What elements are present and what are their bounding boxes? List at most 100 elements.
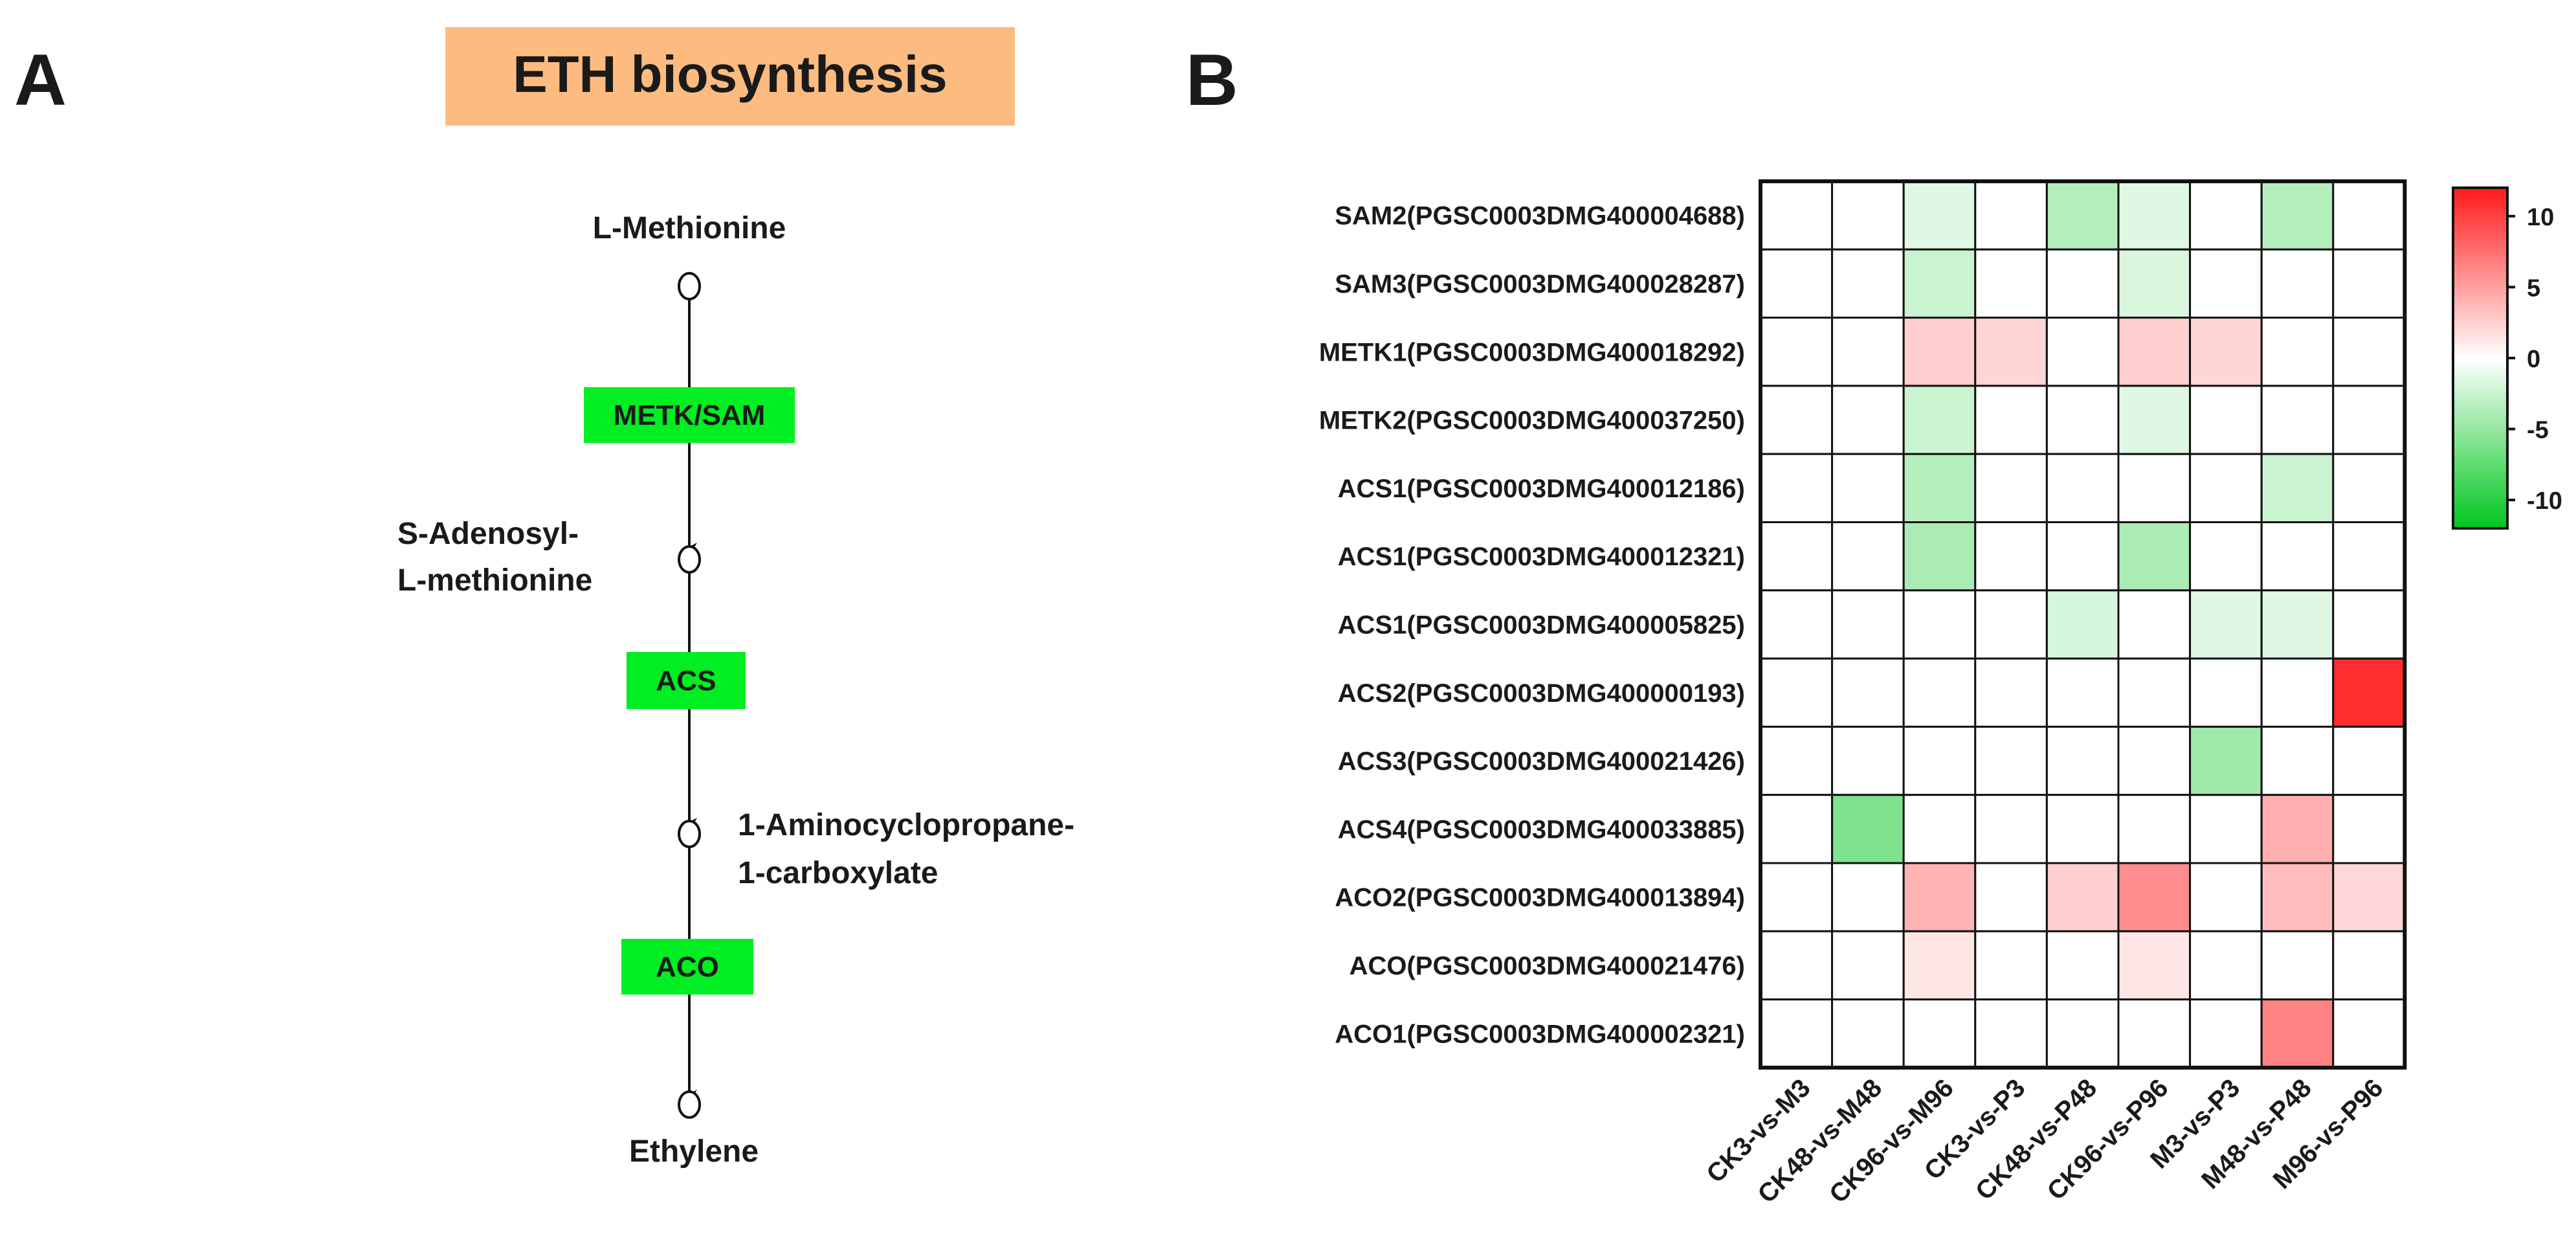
- heatmap-cell: [2117, 930, 2192, 1001]
- heatmap-cell: [2189, 180, 2263, 251]
- node-ethylene: [678, 1090, 701, 1119]
- heatmap-border: [1759, 179, 2407, 1070]
- heatmap-cell: [2260, 317, 2335, 387]
- heatmap-cell: [2117, 317, 2192, 387]
- row-label: ACS3(PGSC0003DMG400021426): [1338, 747, 1745, 776]
- heatmap-cell: [2332, 794, 2406, 864]
- heatmap-cell: [1759, 657, 1834, 728]
- heatmap-cell: [1974, 862, 2048, 932]
- heatmap-cell: [2189, 589, 2263, 660]
- heatmap-cell: [1831, 317, 1905, 387]
- heatmap-cell: [1902, 453, 1977, 524]
- heatmap-cell: [2260, 657, 2335, 728]
- title-background: [445, 27, 1015, 126]
- heatmap-cell: [2117, 248, 2192, 319]
- heatmap-cell: [1902, 317, 1977, 387]
- heatmap-cell: [1759, 385, 1834, 455]
- heatmap-cell: [2332, 521, 2406, 592]
- colorbar-tick-label: 10: [2527, 204, 2554, 231]
- pathway-diagram: METK/SAM ACS ACO L-Methionine S-Adenosyl…: [397, 211, 1074, 1169]
- heatmap-cell: [1831, 725, 1905, 796]
- heatmap-cell: [2260, 998, 2335, 1069]
- heatmap-cell: [2260, 725, 2335, 796]
- heatmap-cell: [1759, 930, 1834, 1001]
- row-label: SAM2(PGSC0003DMG400004688): [1335, 202, 1745, 231]
- colorbar: 10 5 0 -5 -10: [2452, 186, 2562, 530]
- enzyme-label-aco: ACO: [656, 951, 719, 983]
- heatmap-cell: [1902, 930, 1977, 1001]
- row-label: SAM3(PGSC0003DMG400028287): [1335, 270, 1745, 298]
- heatmap-cell: [1902, 998, 1977, 1069]
- heatmap-cell: [1974, 317, 2048, 387]
- heatmap-cell: [1759, 521, 1834, 592]
- heatmap-cell: [1831, 521, 1905, 592]
- heatmap-cell: [2045, 862, 2120, 932]
- heatmap-cell: [2332, 589, 2406, 660]
- heatmap-cell: [1902, 657, 1977, 728]
- heatmap-cell: [2189, 385, 2263, 455]
- heatmap-cell: [1831, 930, 1905, 1001]
- heatmap-cell: [2189, 794, 2263, 864]
- heatmap-cell: [2189, 657, 2263, 728]
- heatmap-cell: [1759, 589, 1834, 660]
- heatmap-cell: [2332, 385, 2406, 455]
- enzyme-box-metk-sam: [584, 387, 795, 443]
- heatmap-cell: [1902, 589, 1977, 660]
- heatmap: SAM2(PGSC0003DMG400004688) SAM3(PGSC0003D…: [1319, 179, 2407, 1209]
- heatmap-cell: [2045, 180, 2120, 251]
- row-label: ACO2(PGSC0003DMG400013894): [1335, 884, 1745, 912]
- heatmap-cell: [2045, 317, 2120, 387]
- panel-b-label: B: [1186, 39, 1238, 120]
- heatmap-cell: [2332, 725, 2406, 796]
- heatmap-cell: [2189, 930, 2263, 1001]
- compound-l-methionine: L-Methionine: [593, 211, 786, 245]
- heatmap-cell: [1759, 725, 1834, 796]
- heatmap-cell: [2117, 862, 2192, 932]
- heatmap-cell: [1974, 998, 2048, 1069]
- heatmap-cell: [1902, 385, 1977, 455]
- node-s-adenosyl-l-methionine: [678, 545, 701, 574]
- heatmap-cell: [1974, 589, 2048, 660]
- compound-s-adenosyl-l-methionine: S-Adenosyl-L-methionine: [397, 517, 592, 598]
- heatmap-cell: [2332, 453, 2406, 524]
- heatmap-cell: [2117, 657, 2192, 728]
- heatmap-cell: [1759, 453, 1834, 524]
- heatmap-cell: [1974, 385, 2048, 455]
- row-label: METK2(PGSC0003DMG400037250): [1319, 407, 1745, 435]
- heatmap-cell: [1759, 317, 1834, 387]
- row-label: METK1(PGSC0003DMG400018292): [1319, 338, 1745, 366]
- colorbar-gradient: [2452, 186, 2509, 530]
- pathway-title: ETH biosynthesis: [513, 45, 947, 103]
- heatmap-cell: [1831, 589, 1905, 660]
- heatmap-cell: [2189, 248, 2263, 319]
- heatmap-cell: [1759, 862, 1834, 932]
- heatmap-cell: [2045, 521, 2120, 592]
- heatmap-cell: [1974, 657, 2048, 728]
- heatmap-cell: [2117, 453, 2192, 524]
- heatmap-cell: [1831, 862, 1905, 932]
- heatmap-cell: [1974, 180, 2048, 251]
- enzyme-label-acs: ACS: [656, 665, 716, 697]
- heatmap-cell: [2045, 930, 2120, 1001]
- compound-acc: 1-Aminocyclopropane-1-carboxylate: [738, 808, 1074, 890]
- heatmap-cell: [2045, 998, 2120, 1069]
- heatmap-cell: [2189, 453, 2263, 524]
- heatmap-cell: [2117, 589, 2192, 660]
- column-label: CK48-vs-M48: [1753, 1074, 1888, 1209]
- heatmap-cell: [1831, 248, 1905, 319]
- heatmap-cell: [1974, 521, 2048, 592]
- heatmap-cell: [2332, 657, 2406, 728]
- heatmap-cell: [2117, 998, 2192, 1069]
- enzyme-label-metk-sam: METK/SAM: [614, 399, 766, 431]
- heatmap-cell: [2332, 180, 2406, 251]
- enzyme-box-aco: [621, 939, 753, 995]
- heatmap-cell: [2045, 248, 2120, 319]
- heatmap-cell: [2260, 862, 2335, 932]
- column-label: CK96-vs-M96: [1824, 1074, 1959, 1209]
- heatmap-cell: [2260, 794, 2335, 864]
- heatmap-cell: [1831, 794, 1905, 864]
- heatmap-cell: [1902, 248, 1977, 319]
- compound-ethylene: Ethylene: [629, 1134, 759, 1169]
- heatmap-cell: [2045, 794, 2120, 864]
